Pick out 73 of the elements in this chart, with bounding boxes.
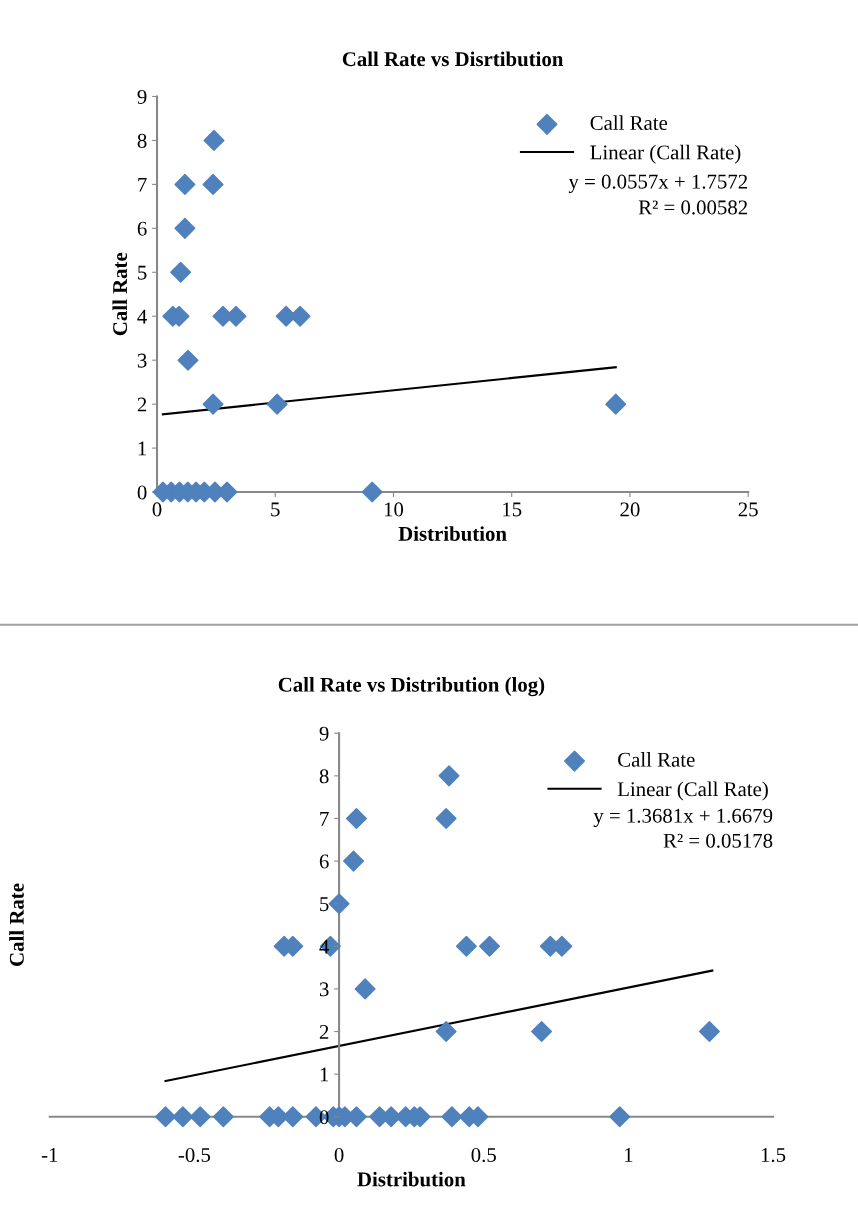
legend-label: Linear (Call Rate): [617, 781, 768, 801]
legend-label: Linear (Call Rate): [590, 144, 741, 164]
x-tick-label: -0.5: [178, 1147, 211, 1163]
point: [172, 1106, 194, 1128]
y-tick-label: 5: [320, 897, 329, 912]
y-tick-label: 3: [319, 982, 329, 997]
point: [174, 173, 196, 195]
annotation: y = 0.0557x + 1.7572: [568, 174, 748, 193]
y-tick-label: 6: [137, 221, 147, 236]
point: [698, 1021, 720, 1043]
point: [203, 129, 225, 151]
y-tick-label: 0: [319, 1110, 329, 1125]
point: [345, 807, 367, 829]
legend-label: Call Rate: [590, 115, 668, 131]
y-tick-label: 8: [319, 769, 329, 784]
point: [282, 1106, 304, 1128]
x-tick-label: 1.5: [761, 1148, 786, 1163]
point: [170, 261, 192, 283]
x-tick-label: 0.5: [471, 1147, 496, 1163]
y-tick-label: 9: [319, 726, 329, 741]
point: [328, 893, 350, 915]
point: [212, 1106, 234, 1128]
y-tick-label: 7: [138, 177, 147, 192]
y-tick-label: 1: [138, 441, 147, 456]
chart-title: Call Rate vs Disrtibution: [342, 51, 564, 67]
x-tick-label: 25: [738, 502, 758, 517]
y-tick-label: 1: [320, 1067, 329, 1082]
x-tick-label: 0: [334, 1147, 344, 1162]
legend-label: Call Rate: [618, 752, 695, 767]
point: [266, 393, 288, 415]
point: [202, 393, 224, 415]
y-axis-title: Call Rate: [112, 252, 128, 336]
point: [479, 935, 501, 957]
chart-title: Call Rate vs Distribution (log): [278, 677, 545, 697]
point: [361, 481, 383, 503]
point: [354, 978, 376, 1000]
point: [343, 850, 365, 872]
x-tick-label: 15: [503, 502, 522, 517]
y-tick-label: 0: [137, 485, 147, 500]
point: [177, 349, 199, 371]
point: [435, 807, 457, 829]
annotation: R² = 0.05178: [663, 833, 773, 848]
x-axis-title: Distribution: [357, 1171, 466, 1187]
y-tick-label: 2: [137, 397, 147, 412]
y-tick-label: 4: [137, 309, 147, 324]
x-tick-label: 0: [152, 502, 162, 517]
y-tick-label: 6: [319, 854, 329, 869]
y-axis-title: Call Rate: [9, 883, 24, 966]
point: [441, 1106, 463, 1128]
point: [174, 217, 196, 239]
point: [435, 1021, 457, 1043]
y-tick-label: 9: [137, 89, 147, 104]
point: [438, 765, 460, 787]
point: [202, 173, 224, 195]
point: [605, 393, 627, 415]
x-tick-label: 5: [271, 502, 280, 517]
y-tick-label: 7: [320, 812, 329, 826]
annotation: y = 1.3681x + 1.6679: [593, 808, 773, 828]
x-tick-label: -1: [41, 1148, 58, 1162]
y-tick-label: 2: [319, 1024, 329, 1039]
y-tick-label: 5: [138, 265, 147, 280]
y-tick-label: 8: [137, 133, 147, 148]
point: [189, 1106, 211, 1128]
point: [531, 1021, 553, 1043]
x-tick-label: 20: [620, 502, 640, 517]
x-axis-title: Distribution: [398, 526, 507, 541]
x-tick-label: 1: [625, 1148, 633, 1162]
x-tick-label: 10: [384, 502, 404, 517]
annotation: R² = 0.00582: [638, 200, 748, 215]
y-tick-label: 3: [137, 353, 147, 368]
point: [455, 935, 477, 957]
point: [154, 1106, 177, 1128]
point: [609, 1106, 631, 1128]
